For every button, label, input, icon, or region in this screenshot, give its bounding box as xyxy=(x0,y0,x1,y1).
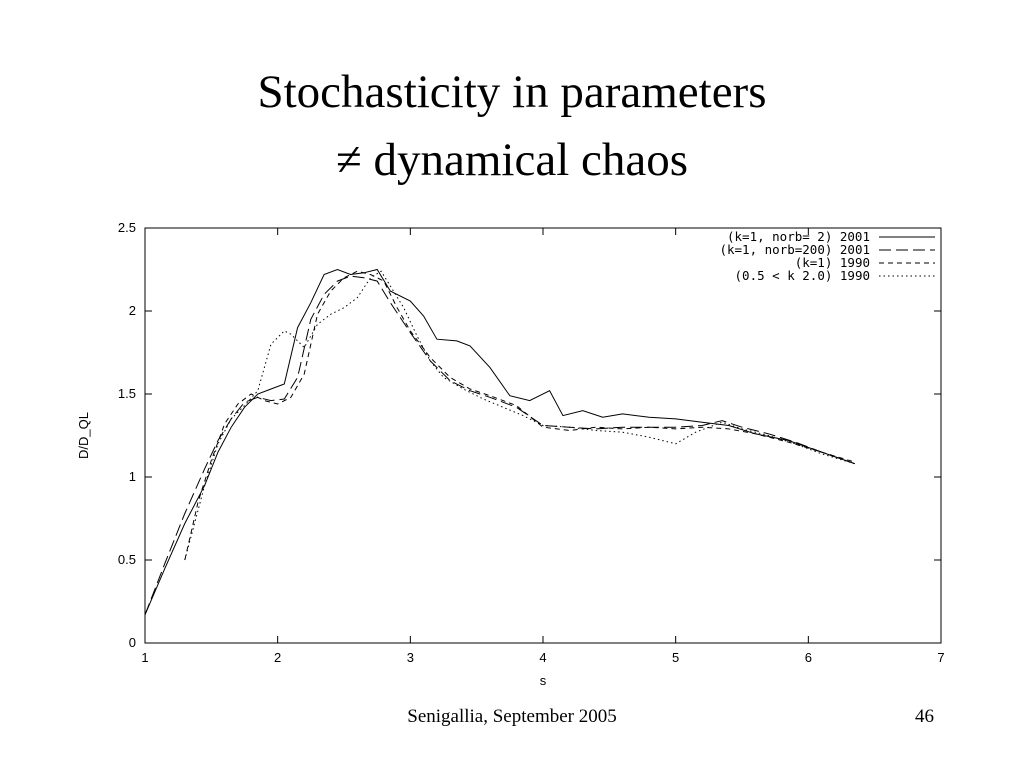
legend-label-1: (k=1, norb=200) 2001 xyxy=(719,242,870,257)
legend-label-2: (k=1) 1990 xyxy=(795,255,870,270)
plot-border xyxy=(144,227,942,644)
chart-canvas: 1 2 3 4 5 6 7 0 0.5 1 1.5 2 2.5 s D/D_QL (k=1, norb= 2)… xyxy=(76,220,945,688)
legend-label-0: (k=1, norb= 2) 2001 xyxy=(727,229,870,244)
y-axis-label: D/D_QL xyxy=(76,412,91,459)
x-tick-label: 6 xyxy=(805,650,812,665)
x-tick-label: 7 xyxy=(937,650,944,665)
y-tick-label: 1.5 xyxy=(118,386,136,401)
x-tick-label: 4 xyxy=(539,650,546,665)
y-tick-label: 0 xyxy=(129,635,136,650)
title-line-2: ≠ dynamical chaos xyxy=(335,134,689,187)
x-tick-label: 5 xyxy=(672,650,679,665)
series-line-3 xyxy=(184,270,855,561)
line-chart: 1 2 3 4 5 6 7 0 0.5 1 1.5 2 2.5 s D/D_QL (k=1, norb= 2)… xyxy=(73,210,953,690)
page-number: 46 xyxy=(915,706,934,727)
series-line-1 xyxy=(144,275,855,615)
y-tick-label: 0.5 xyxy=(118,552,136,567)
slide-title: Stochasticity in parameters ≠ dynamical c… xyxy=(0,58,1024,194)
title-line-1: Stochasticity in parameters xyxy=(257,66,767,118)
x-tick-label: 2 xyxy=(274,650,281,665)
x-axis-label: s xyxy=(540,673,547,688)
y-tick-label: 2 xyxy=(129,303,136,318)
y-tick-label: 1 xyxy=(129,469,136,484)
series-line-0 xyxy=(144,268,855,615)
y-tick-label: 2.5 xyxy=(118,220,136,235)
legend-label-3: (0.5 < k 2.0) 1990 xyxy=(735,268,870,283)
footer-text: Senigallia, September 2005 xyxy=(407,706,617,727)
x-tick-label: 3 xyxy=(407,650,414,665)
x-tick-label: 1 xyxy=(141,650,148,665)
series-line-2 xyxy=(184,270,855,561)
